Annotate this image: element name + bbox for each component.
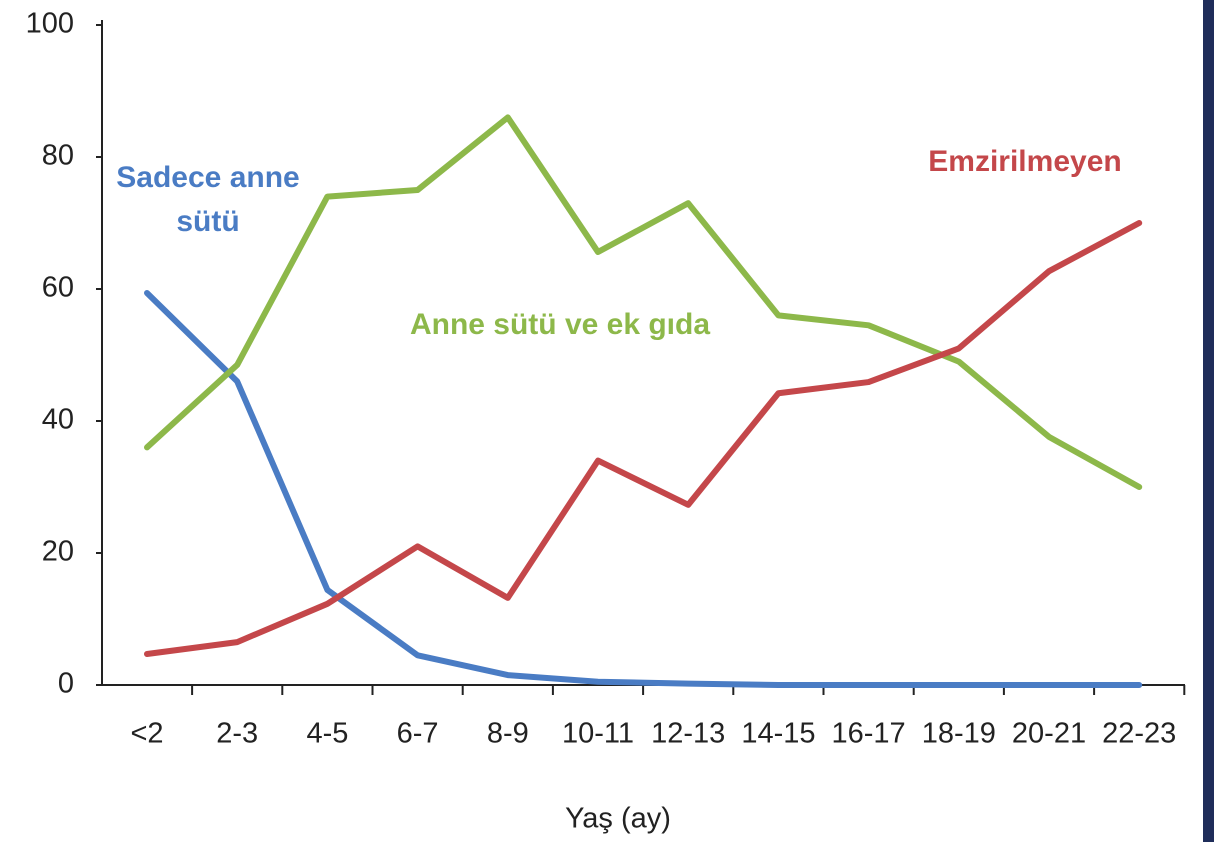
series-label: Emzirilmeyen — [928, 145, 1122, 178]
y-tick-label: 40 — [42, 404, 74, 436]
series-line — [144, 114, 1143, 490]
x-tick-label: 18-19 — [922, 718, 996, 750]
y-tick-label: 80 — [42, 140, 74, 172]
x-tick-label: <2 — [130, 718, 163, 750]
x-tick-label: 14-15 — [741, 718, 815, 750]
x-tick-label: 6-7 — [397, 718, 439, 750]
x-tick-label: 10-11 — [562, 718, 634, 750]
x-tick-label: 12-13 — [651, 718, 725, 750]
x-tick-label: 4-5 — [306, 718, 348, 750]
x-axis-label: Yaş (ay) — [565, 803, 671, 835]
series-label: Anne sütü ve ek gıda — [409, 308, 711, 341]
y-tick-label: 60 — [42, 272, 74, 304]
frame-edge — [1203, 0, 1214, 842]
x-tick-label: 8-9 — [487, 718, 529, 750]
x-tick-label: 2-3 — [216, 718, 258, 750]
series-line — [144, 220, 1143, 657]
series-line — [144, 289, 1143, 688]
y-tick-label: 0 — [58, 668, 74, 700]
x-tick-label: 22-23 — [1102, 718, 1176, 750]
y-tick-label: 20 — [42, 536, 74, 568]
y-tick-label: 100 — [26, 8, 74, 40]
x-tick-label: 20-21 — [1012, 718, 1086, 750]
series-label: Sadece anne sütü — [116, 161, 300, 238]
x-tick-label: 16-17 — [832, 718, 906, 750]
